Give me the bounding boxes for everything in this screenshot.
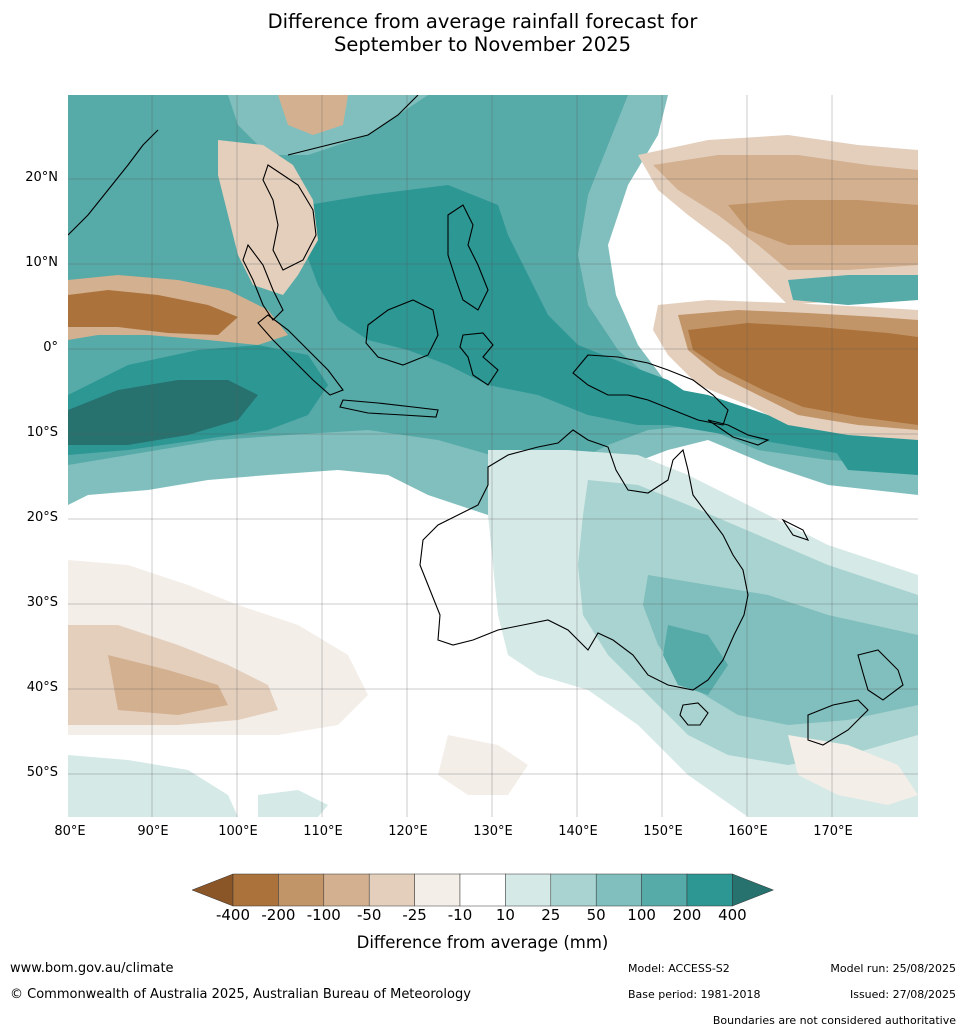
coast-new-zealand-north [857, 649, 904, 701]
footer-model-run: Model run: 25/08/2025 [830, 962, 956, 975]
lat-label-40s: 40°S [26, 680, 58, 695]
lat-label-30s: 30°S [26, 595, 58, 610]
legend-swatch-11 [686, 873, 733, 907]
lon-label-90e: 90°E [137, 824, 169, 839]
coast-sumatra [257, 314, 344, 396]
lat-label-50s: 50°S [26, 765, 58, 780]
title-line-1: Difference from average rainfall forecas… [267, 10, 698, 33]
legend-swatch-4 [368, 873, 415, 907]
coast-new-zealand-south [807, 699, 869, 746]
legend-tick-label: 400 [718, 906, 747, 924]
lon-label-140e: 140°E [558, 824, 598, 839]
coast-sulawesi [459, 332, 499, 386]
lat-label-20s: 20°S [26, 510, 58, 525]
legend-tick-label: -400 [215, 906, 251, 924]
legend-tick-label: -200 [261, 906, 296, 924]
coast-malay-peninsula [242, 243, 284, 321]
coast-philippines [447, 204, 489, 311]
lat-label-10n: 10°N [25, 255, 58, 270]
lon-label-170e: 170°E [813, 824, 853, 839]
legend-swatch-5 [414, 873, 461, 907]
dry-nz-south [788, 735, 918, 805]
legend-swatch-3 [323, 873, 370, 907]
wet-pacific-lens [788, 275, 918, 305]
dry-southchina [278, 95, 348, 135]
dry-southern-patch [108, 655, 228, 715]
wet-southern-ocean-2 [258, 790, 328, 817]
wet-core-southeast [828, 435, 918, 475]
legend-title: Difference from average (mm) [356, 933, 609, 952]
wet-core-maritime [303, 185, 698, 425]
dry-indian-inner [68, 290, 238, 335]
coast-new-guinea [572, 354, 729, 426]
title-line-2: September to November 2025 [333, 33, 632, 56]
graticule [68, 95, 918, 817]
legend-swatch-6 [459, 873, 506, 907]
coast-solomons [707, 419, 770, 446]
legend-tick-label: 25 [541, 906, 561, 924]
wet-tasman [663, 625, 728, 695]
legend-swatch-12 [732, 873, 774, 907]
coast-java [339, 399, 439, 418]
coast-borneo [365, 299, 439, 366]
lon-label-80e: 80°E [54, 824, 86, 839]
legend-swatch-2 [278, 873, 325, 907]
rainfall-map[interactable] [68, 95, 918, 817]
legend-tick-label: -50 [356, 906, 382, 924]
coast-india-east [68, 129, 159, 236]
coast-indochina [262, 164, 317, 271]
dry-pacific-inner [728, 200, 918, 245]
legend-swatch-9 [595, 873, 642, 907]
legend-tick-label: -25 [402, 906, 427, 924]
footer-base-period: Base period: 1981-2018 [628, 988, 761, 1001]
dry-equatorial-inner [688, 323, 918, 425]
legend-tick-label: -10 [447, 906, 473, 924]
footer-url[interactable]: www.bom.gov.au/climate [10, 961, 174, 976]
lon-label-100e: 100°E [218, 824, 258, 839]
lon-label-130e: 130°E [473, 824, 513, 839]
map-title: Difference from average rainfall forecas… [0, 10, 965, 56]
lon-label-150e: 150°E [643, 824, 683, 839]
dry-southern-ocean-east [438, 735, 528, 795]
legend-tick-label: 50 [586, 906, 606, 924]
legend-tick-label: 100 [627, 906, 656, 924]
lon-label-160e: 160°E [728, 824, 768, 839]
coast-china-south [287, 95, 419, 156]
footer-model: Model: ACCESS-S2 [628, 962, 730, 975]
lat-label-0: 0° [43, 340, 58, 355]
legend-swatch-7 [505, 873, 552, 907]
wet-deep-indian-ocean [68, 380, 258, 445]
lat-label-20n: 20°N [25, 170, 58, 185]
legend-swatch-1 [232, 873, 279, 907]
wet-southern-ocean [68, 755, 238, 817]
coast-tasmania [679, 702, 709, 726]
legend-tick-label: -100 [306, 906, 341, 924]
lon-label-120e: 120°E [388, 824, 428, 839]
legend-colorbar [192, 873, 774, 907]
legend-tick-label: 10 [495, 906, 515, 924]
coastlines [68, 95, 904, 746]
lat-label-10s: 10°S [26, 425, 58, 440]
map-canvas [68, 95, 918, 817]
coast-new-caledonia [781, 518, 810, 541]
legend-swatch-10 [641, 873, 688, 907]
footer-issued: Issued: 27/08/2025 [849, 988, 956, 1001]
footer-boundaries-note: Boundaries are not considered authoritat… [712, 1014, 956, 1027]
legend-swatch-0 [192, 873, 234, 907]
legend-tick-label: 200 [672, 906, 702, 924]
lon-label-110e: 110°E [303, 824, 343, 839]
legend-swatch-8 [550, 873, 597, 907]
coast-australia [419, 429, 749, 691]
footer-copyright: © Commonwealth of Australia 2025, Austra… [10, 987, 471, 1002]
